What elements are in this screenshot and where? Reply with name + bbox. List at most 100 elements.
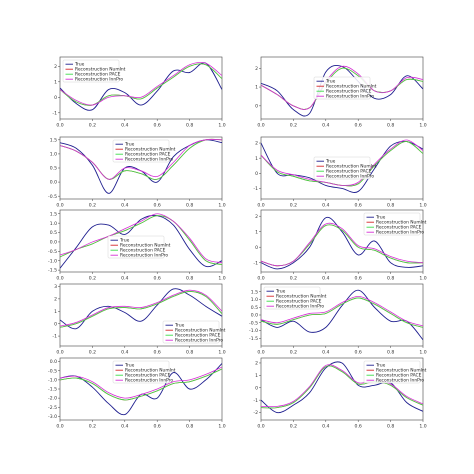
legend-label: Reconstruction PACE [120,248,166,254]
legend-label: True [325,159,336,165]
y-tick-label: 0 [54,321,57,327]
legend-label: Reconstruction NumInt [376,220,427,226]
legend-label: Reconstruction PACE [125,152,171,158]
x-tick-label: 0.6 [154,123,161,129]
subplot-7: 0.0 0.2 0.4 0.6 0.8 1.0-10123TrueReconstructi… [52,283,226,356]
legend-box [363,360,421,384]
y-tick-label: 0 [255,171,258,177]
x-tick-label: 0.4 [322,203,329,209]
legend-label: Reconstruction PACE [376,373,422,379]
x-tick-label: 0.8 [186,350,193,356]
y-tick-label: 1.0 [50,221,57,227]
x-tick-label: 1.0 [218,123,225,129]
y-tick-label: -1 [52,110,57,116]
y-tick-label: 2 [255,141,258,147]
y-tick-label: 0 [255,245,258,251]
x-tick-label: 0.6 [154,203,161,209]
subplot-4: 0.0 0.2 0.4 0.6 0.8 1.0-1012TrueReconstructio… [253,136,427,209]
legend-label: Reconstruction NumInt [326,84,377,90]
y-tick-label: -0.5 [249,320,258,326]
x-tick-label: 0.6 [355,203,362,209]
y-tick-label: -1.0 [48,377,57,383]
legend-label: Reconstruction PACE [326,169,372,175]
plot-frame [260,357,424,421]
y-tick-label: 2 [255,361,258,367]
x-tick-label: 0.2 [290,276,297,282]
series-line-pace [60,215,222,265]
series-line-pace [261,365,423,409]
legend-box [263,286,321,310]
legend-label: Reconstruction NumInt [376,368,427,374]
y-tick-label: -1.5 [48,387,57,393]
legend-label: Reconstruction InnPro [125,157,173,163]
y-tick-label: 2 [255,66,258,72]
x-tick-label: 0.0 [257,424,264,430]
y-tick-label: 0 [54,95,57,101]
legend-label: Reconstruction NumInt [125,147,176,153]
legend-label: Reconstruction NumInt [125,368,176,374]
y-tick-label: -0.5 [48,194,57,200]
x-tick-label: 0.0 [56,123,63,129]
x-tick-label: 0.8 [186,276,193,282]
x-tick-label: 0.0 [257,276,264,282]
y-tick-label: -2 [253,410,258,416]
series-line-pace [60,291,222,328]
subplot-9: 0.0 0.2 0.4 0.6 0.8 1.0 -3.0 -2.5 -2.0 -1.5 -1.0 -0… [48,357,226,430]
x-tick-label: 0.0 [56,350,63,356]
y-tick-label: 3 [54,284,57,290]
legend-box [62,59,120,83]
x-tick-label: 0.4 [322,123,329,129]
y-tick-label: 1.5 [50,211,57,217]
y-tick-label: -1 [253,398,258,404]
y-tick-label: 1.5 [50,137,57,143]
y-tick-label: 0.5 [50,230,57,236]
x-tick-label: 0.6 [355,424,362,430]
x-tick-label: 1.0 [419,424,426,430]
x-tick-label: 0.6 [154,424,161,430]
y-tick-label: 0 [255,103,258,109]
legend-label: Reconstruction PACE [326,89,372,95]
x-tick-label: 1.0 [218,424,225,430]
y-tick-label: -1 [253,260,258,266]
legend-label: Reconstruction InnPro [175,338,223,344]
y-tick-label: 0.0 [50,180,57,186]
series-line-true [261,289,423,341]
y-tick-label: 1 [255,373,258,379]
y-tick-label: -1.0 [249,328,258,334]
x-tick-label: 0.2 [89,424,96,430]
x-tick-label: 0.6 [355,123,362,129]
x-tick-label: 0.4 [322,276,329,282]
subplot-2: 0.0 0.2 0.4 0.6 0.8 1.0012TrueReconstruction … [255,56,427,129]
x-tick-label: 0.4 [121,350,128,356]
y-tick-label: 1 [255,85,258,91]
x-tick-label: 0.4 [121,203,128,209]
legend-label: Reconstruction NumInt [175,328,226,334]
x-tick-label: 0.8 [387,424,394,430]
y-tick-label: -0.5 [48,249,57,255]
x-tick-label: 0.2 [89,123,96,129]
x-tick-label: 1.0 [419,350,426,356]
y-tick-label: 2 [54,296,57,302]
x-tick-label: 1.0 [218,203,225,209]
x-tick-label: 0.6 [154,276,161,282]
plot-frame [260,209,424,273]
plot-frame [59,209,223,273]
legend-label: Reconstruction InnPro [376,230,424,236]
x-tick-label: 1.0 [419,203,426,209]
series-line-innpro [60,366,222,399]
x-tick-label: 0.6 [355,276,362,282]
legend-label: Reconstruction InnPro [326,94,374,100]
y-tick-label: 0.5 [251,305,258,311]
legend-label: Reconstruction InnPro [125,378,173,384]
subplot-3: 0.0 0.2 0.4 0.6 0.8 1.0-0.50.00.51.01.5TrueRe… [48,136,226,209]
x-tick-label: 0.6 [355,350,362,356]
subplot-8: 0.0 0.2 0.4 0.6 0.8 1.0-1.5-1.0-0.50.00.51.01… [249,283,427,356]
